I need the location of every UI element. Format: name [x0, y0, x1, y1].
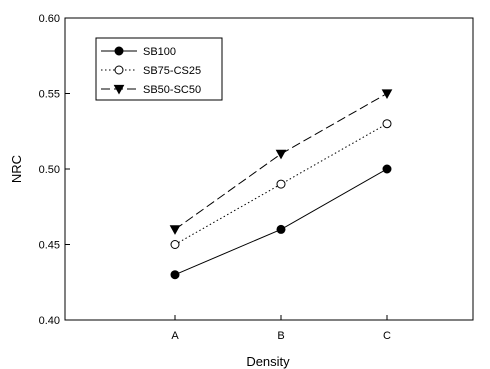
series-sb100 [170, 164, 392, 280]
data-point [275, 149, 287, 160]
data-point [276, 179, 286, 189]
legend: SB100 SB75-CS25 SB50-SC50 [95, 37, 223, 101]
series-sb75-cs25 [170, 119, 392, 249]
legend-label: SB75-CS25 [143, 65, 201, 77]
legend-label: SB100 [143, 46, 176, 58]
y-tick-label: 0.50 [39, 164, 60, 176]
data-point [382, 119, 392, 129]
legend-marker [113, 84, 125, 95]
y-axis: 0.40 0.45 0.50 0.55 0.60 [39, 13, 70, 327]
series-sb50-sc50 [169, 89, 393, 235]
legend-marker [114, 65, 124, 75]
data-point [381, 89, 393, 100]
y-axis-title: NRC [9, 155, 24, 183]
x-axis-title: Density [246, 354, 290, 369]
x-tick-label: B [277, 330, 284, 342]
series-line [174, 93, 388, 230]
legend-label: SB50-SC50 [143, 84, 201, 96]
y-tick-label: 0.55 [39, 89, 60, 101]
data-point [169, 225, 181, 235]
y-tick-label: 0.45 [39, 240, 60, 252]
series-line [174, 123, 388, 245]
x-tick-label: A [171, 330, 179, 342]
data-point [382, 164, 392, 174]
y-tick-label: 0.40 [39, 315, 60, 327]
data-point [170, 270, 180, 280]
x-tick-label: C [383, 330, 391, 342]
data-point [170, 240, 180, 249]
data-point [276, 224, 286, 234]
y-tick-label: 0.60 [39, 13, 60, 25]
series-layer [169, 89, 393, 280]
legend-marker [114, 46, 124, 56]
x-axis: A B C [171, 315, 391, 342]
